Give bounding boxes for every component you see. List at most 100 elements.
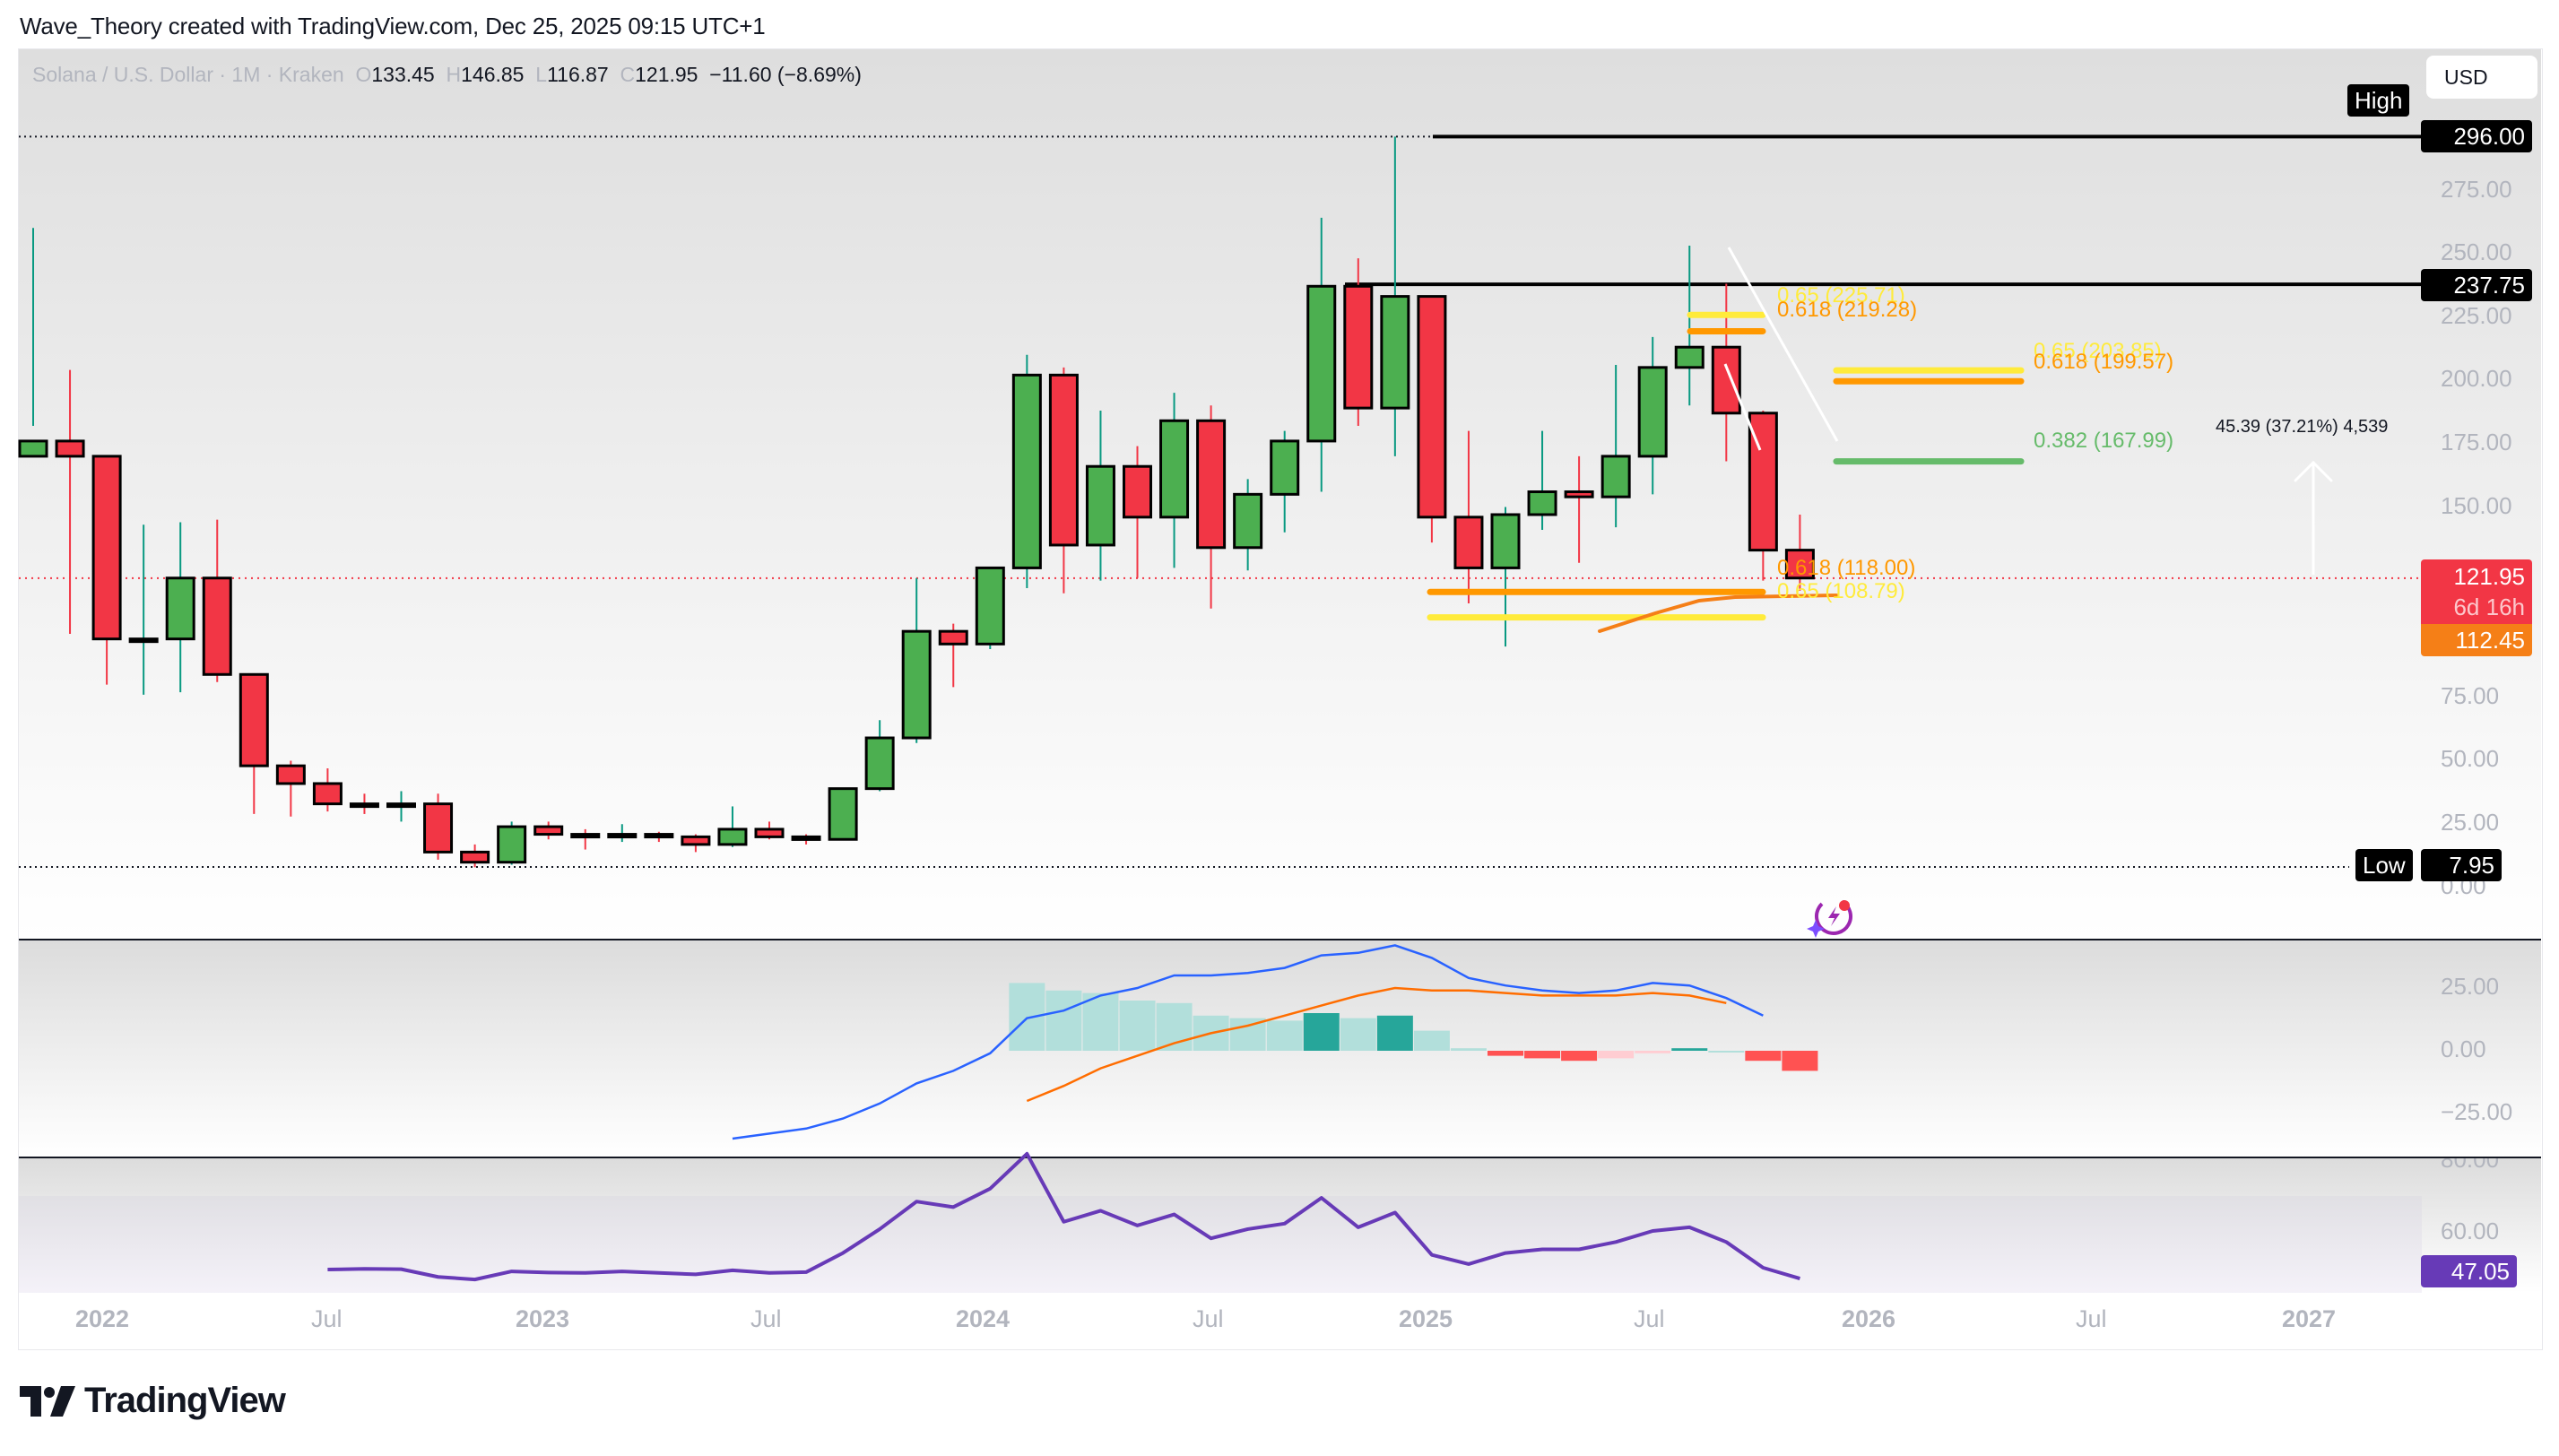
candle: [497, 821, 527, 865]
candle: [1123, 446, 1152, 578]
fib-label: 0.618 (118.00): [1777, 556, 1916, 580]
low-value: 116.87: [547, 63, 609, 86]
candles-layer: [18, 136, 1815, 868]
time-label: Jul: [311, 1305, 343, 1332]
price-tick: 275.00: [2441, 176, 2512, 203]
candle: [91, 455, 122, 685]
price-tick: 250.00: [2441, 238, 2512, 265]
candle: [607, 824, 638, 843]
candle: [1011, 354, 1042, 589]
fib-label: 0.65 (225.71): [1777, 283, 1905, 308]
candle: [533, 821, 564, 840]
candle: [1527, 430, 1557, 530]
macd-tick: −25.00: [2441, 1098, 2513, 1125]
price-tick: 25.00: [2441, 809, 2500, 836]
rsi-tick: 60.00: [2441, 1218, 2500, 1244]
time-label: 2025: [1399, 1305, 1453, 1332]
price-tick: 75.00: [2441, 682, 2500, 709]
candle: [1784, 514, 1815, 591]
ma-price-tag: 112.45: [2421, 624, 2532, 656]
high-label: H: [446, 63, 462, 86]
candle: [1085, 410, 1115, 581]
tradingview-logo[interactable]: TradingView: [20, 1381, 286, 1421]
candle: [423, 793, 454, 860]
candle: [570, 828, 601, 850]
resistance-price-tag: 237.75: [2421, 269, 2532, 301]
candle: [1343, 258, 1374, 426]
macd-histogram-bar: [1450, 1048, 1487, 1051]
macd-histogram-bar: [1376, 1015, 1413, 1051]
candle: [1453, 430, 1484, 604]
candle: [55, 369, 85, 634]
currency-button[interactable]: USD: [2426, 56, 2537, 99]
macd-line: [732, 944, 1764, 1140]
macd-histogram-bar: [1009, 983, 1045, 1051]
time-axis[interactable]: [19, 1293, 2541, 1348]
open-value: 133.45: [371, 63, 435, 86]
macd-histogram-bar: [1524, 1051, 1561, 1059]
trendline[interactable]: [1723, 363, 1762, 451]
rsi-value-tag: 47.05: [2421, 1255, 2517, 1287]
macd-histogram-bar: [1671, 1048, 1708, 1051]
time-label: 2024: [956, 1305, 1011, 1332]
candle: [1674, 246, 1705, 406]
tradingview-logo-icon: [20, 1385, 75, 1417]
macd-histogram-bar: [1708, 1051, 1745, 1053]
low-price-tag: 7.95: [2421, 849, 2502, 881]
macd-histogram-bar: [1266, 1020, 1303, 1051]
macd-histogram-bar: [1119, 1001, 1156, 1051]
fib-label: 0.618 (199.57): [2034, 350, 2174, 374]
candle: [1564, 455, 1594, 563]
chart-caption: Wave_Theory created with TradingView.com…: [20, 13, 766, 39]
macd-tick: 25.00: [2441, 973, 2500, 1000]
candle: [312, 767, 343, 812]
macd-histogram-bar: [1340, 1018, 1376, 1051]
candle: [165, 522, 195, 693]
rsi-band: [19, 1196, 2422, 1293]
signal-line: [1026, 986, 1727, 1103]
candle: [202, 519, 232, 682]
moving-average-line: [1598, 594, 1838, 633]
overlay-layer: [1427, 247, 2333, 633]
candle: [239, 672, 269, 814]
assistant-icon[interactable]: [1807, 893, 1857, 940]
macd-histogram-bar: [1488, 1051, 1523, 1056]
symbol-legend[interactable]: Solana / U.S. Dollar · 1M · Kraken O133.…: [32, 63, 862, 87]
candle: [681, 834, 711, 853]
macd-histogram-bar: [1303, 1013, 1340, 1051]
arrow-up-icon: [2294, 460, 2333, 482]
macd-histogram-bar: [1635, 1051, 1671, 1053]
candle: [1490, 507, 1521, 647]
fib-label: 0.65 (108.79): [1777, 579, 1905, 603]
change-value: −11.60 (−8.69%): [709, 63, 862, 86]
rsi-layer: [327, 1151, 1800, 1282]
candle: [1306, 217, 1337, 492]
candle-countdown: 6d 16h: [2453, 594, 2525, 620]
macd-tick: 0.00: [2441, 1036, 2486, 1062]
time-label: Jul: [750, 1305, 782, 1332]
candle: [975, 566, 1005, 649]
time-label: 2026: [1842, 1305, 1896, 1332]
rsi-line: [327, 1151, 1800, 1282]
open-label: O: [355, 63, 372, 86]
candle: [864, 720, 895, 792]
high-tag-label: High: [2347, 84, 2410, 117]
drawings-layer: [19, 134, 2421, 868]
candle: [828, 787, 858, 841]
fib-label: 0.382 (167.99): [2034, 429, 2174, 453]
candle: [386, 791, 416, 822]
close-value: 121.95: [635, 63, 698, 86]
tradingview-logo-text: TradingView: [84, 1381, 286, 1420]
price-tick: 175.00: [2441, 429, 2512, 455]
candle: [1380, 136, 1410, 456]
trendline[interactable]: [1727, 247, 1839, 442]
candle: [18, 228, 48, 458]
symbol-description[interactable]: Solana / U.S. Dollar · 1M · Kraken: [32, 63, 344, 86]
candle: [1600, 365, 1631, 528]
price-tick: 150.00: [2441, 492, 2512, 519]
candle: [1048, 367, 1079, 594]
candle: [1159, 393, 1190, 568]
macd-histogram-bar: [1045, 990, 1082, 1051]
macd-histogram-bar: [1082, 992, 1119, 1051]
